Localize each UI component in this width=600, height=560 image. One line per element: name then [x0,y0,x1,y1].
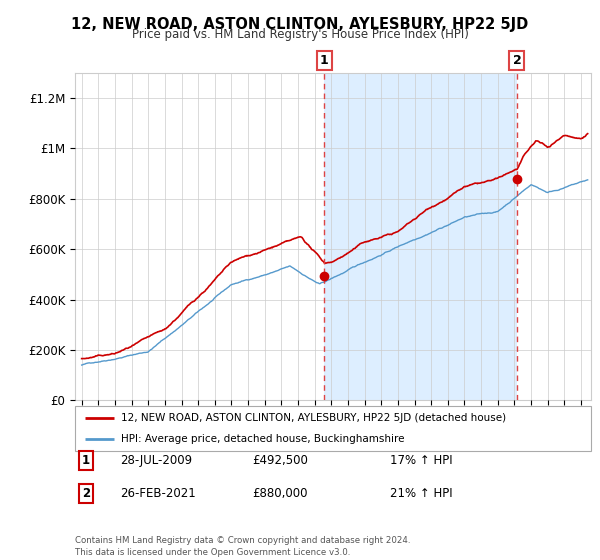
Text: 1: 1 [82,454,90,467]
Text: 12, NEW ROAD, ASTON CLINTON, AYLESBURY, HP22 5JD (detached house): 12, NEW ROAD, ASTON CLINTON, AYLESBURY, … [121,413,506,423]
Text: 28-JUL-2009: 28-JUL-2009 [120,454,192,467]
Text: HPI: Average price, detached house, Buckinghamshire: HPI: Average price, detached house, Buck… [121,434,405,444]
Text: 2: 2 [82,487,90,501]
Text: 26-FEB-2021: 26-FEB-2021 [120,487,196,501]
Text: £492,500: £492,500 [252,454,308,467]
Text: 2: 2 [512,54,521,67]
Text: 1: 1 [320,54,329,67]
Text: 12, NEW ROAD, ASTON CLINTON, AYLESBURY, HP22 5JD: 12, NEW ROAD, ASTON CLINTON, AYLESBURY, … [71,17,529,32]
Text: 21% ↑ HPI: 21% ↑ HPI [390,487,452,501]
Text: Contains HM Land Registry data © Crown copyright and database right 2024.
This d: Contains HM Land Registry data © Crown c… [75,536,410,557]
Text: £880,000: £880,000 [252,487,308,501]
Text: 17% ↑ HPI: 17% ↑ HPI [390,454,452,467]
Bar [324,73,517,400]
Text: Price paid vs. HM Land Registry's House Price Index (HPI): Price paid vs. HM Land Registry's House … [131,28,469,41]
